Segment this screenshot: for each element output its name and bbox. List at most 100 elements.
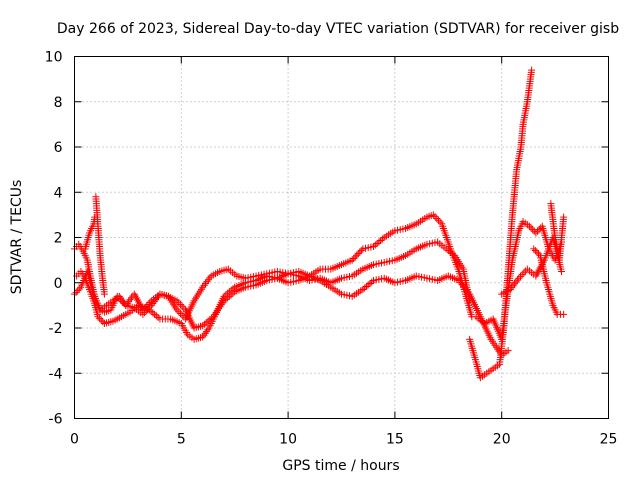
data-point	[200, 331, 208, 339]
series-1	[71, 211, 476, 323]
data-point	[200, 320, 208, 328]
data-point	[436, 218, 444, 226]
data-point	[431, 213, 439, 221]
data-point	[378, 235, 386, 243]
data-point	[375, 238, 383, 246]
data-points	[71, 66, 568, 382]
y-tick-label: 8	[54, 95, 63, 111]
y-tick-labels: -6 -4 -2 0 2 4 6 8 10	[45, 50, 63, 428]
x-tick-label: 0	[70, 432, 79, 448]
data-point	[434, 216, 442, 224]
data-point	[377, 237, 385, 245]
data-point	[115, 292, 123, 300]
data-point	[175, 308, 183, 316]
data-point	[348, 256, 356, 264]
data-point	[533, 248, 541, 256]
y-tick-label: 10	[45, 50, 63, 66]
data-point	[518, 271, 526, 279]
data-point	[173, 306, 181, 314]
data-point	[96, 314, 104, 322]
x-tick-label: 25	[600, 432, 618, 448]
data-point	[560, 310, 568, 318]
series-4	[92, 193, 108, 298]
data-point	[361, 284, 369, 292]
series-3	[71, 267, 512, 359]
series-10	[547, 200, 568, 264]
data-point	[368, 278, 376, 286]
data-point	[362, 283, 370, 291]
data-point	[351, 253, 359, 261]
data-point	[146, 303, 154, 311]
data-point	[173, 297, 181, 305]
y-tick-label: -4	[49, 366, 63, 382]
data-point	[525, 222, 533, 230]
data-point	[100, 290, 108, 298]
y-axis-label: SDTVAR / TECUs	[9, 180, 25, 295]
data-point	[119, 298, 127, 306]
data-point	[364, 281, 372, 289]
y-tick-label: 2	[54, 231, 63, 247]
series-5	[81, 213, 99, 253]
data-point	[353, 251, 361, 259]
data-point	[370, 243, 378, 251]
data-point	[558, 267, 566, 275]
chart-title: Day 266 of 2023, Sidereal Day-to-day VTE…	[57, 21, 619, 37]
data-point	[201, 329, 209, 337]
data-point	[227, 291, 235, 299]
x-tick-labels: 0 5 10 15 20 25	[70, 432, 617, 448]
data-point	[529, 226, 537, 234]
data-point	[225, 292, 233, 300]
data-point	[202, 319, 210, 327]
data-point	[175, 299, 183, 307]
data-point	[144, 305, 152, 313]
data-point	[91, 213, 99, 221]
data-point	[373, 240, 381, 248]
data-point	[141, 309, 149, 317]
data-point	[220, 297, 228, 305]
data-point	[180, 304, 188, 312]
data-point	[139, 310, 147, 318]
data-point	[527, 224, 535, 232]
data-point	[429, 211, 437, 219]
x-tick-label: 10	[279, 432, 297, 448]
data-point	[118, 296, 126, 304]
data-point	[371, 241, 379, 249]
data-point	[366, 280, 374, 288]
x-tick-label: 20	[493, 432, 511, 448]
data-point	[152, 312, 160, 320]
data-point	[117, 294, 125, 302]
data-point	[433, 214, 441, 222]
series-9	[530, 245, 568, 318]
data-point	[203, 328, 211, 336]
data-point	[149, 309, 157, 317]
data-point	[560, 213, 568, 221]
data-point	[222, 295, 230, 303]
data-point	[72, 288, 80, 296]
data-point	[199, 322, 207, 330]
data-point	[206, 316, 214, 324]
y-tick-label: 6	[54, 140, 63, 156]
data-point	[154, 313, 162, 321]
data-point	[142, 307, 150, 315]
y-tick-label: -6	[49, 412, 63, 428]
x-tick-label: 5	[177, 432, 186, 448]
data-point	[229, 289, 237, 297]
y-tick-label: 4	[54, 185, 63, 201]
data-point	[204, 326, 212, 334]
data-point	[516, 272, 524, 280]
data-point	[535, 226, 543, 234]
data-point	[357, 246, 365, 254]
data-point	[94, 313, 102, 321]
data-point	[359, 286, 367, 294]
data-point	[75, 285, 83, 293]
data-point	[528, 66, 536, 74]
data-point	[532, 229, 540, 237]
data-point	[178, 302, 186, 310]
y-tick-label: 0	[54, 276, 63, 292]
data-point	[74, 287, 82, 295]
data-point	[520, 269, 528, 277]
data-point	[504, 347, 512, 355]
x-axis-label: GPS time / hours	[282, 458, 399, 474]
data-point	[204, 317, 212, 325]
